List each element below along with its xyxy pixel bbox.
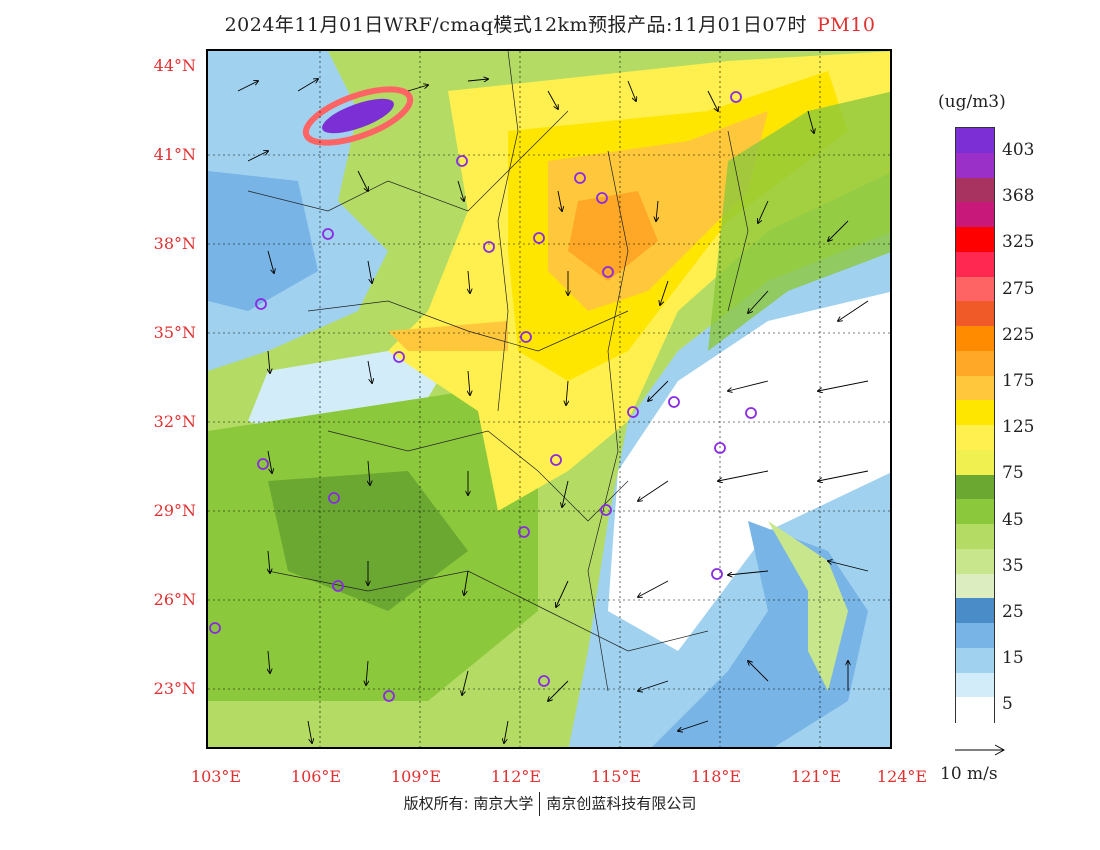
lon-label-124: 124°E	[876, 767, 928, 786]
color-bar-segment	[956, 301, 994, 327]
lon-label-103: 103°E	[190, 767, 242, 786]
wind-scale-arrow-icon	[955, 744, 1006, 756]
color-bar-label: 175	[1002, 371, 1035, 391]
color-bar-segment	[956, 276, 994, 302]
copyright-left: 版权所有: 南京大学	[403, 794, 534, 813]
color-bar	[955, 127, 995, 723]
lat-label-35: 35°N	[153, 323, 196, 342]
lon-label-121: 121°E	[790, 767, 842, 786]
northeast-green-strip	[708, 91, 890, 351]
copyright-right: 南京创蓝科技有限公司	[546, 794, 697, 813]
color-bar-segment	[956, 177, 994, 203]
legend-unit: (ug/m3)	[938, 92, 1006, 112]
lon-label-118: 118°E	[690, 767, 742, 786]
color-bar-segment	[956, 573, 994, 599]
color-bar-label: 45	[1002, 509, 1024, 530]
color-bar-segment	[956, 524, 994, 550]
east-white-region	[608, 291, 890, 651]
lon-label-112: 112°E	[490, 767, 542, 786]
color-bar-label: 125	[1002, 417, 1035, 438]
color-bar-segment	[956, 449, 994, 475]
color-bar-segment	[956, 375, 994, 401]
color-bar-segment	[956, 326, 994, 352]
wind-scale-label: 10 m/s	[940, 764, 998, 784]
chart-title: 2024年11月01日WRF/cmaq模式12km预报产品:11月01日07时 P…	[0, 10, 1100, 37]
color-bar-segment	[956, 697, 994, 723]
guanzhong-orange-band	[388, 321, 508, 351]
color-bar-segment	[956, 202, 994, 228]
lat-label-32: 32°N	[153, 412, 196, 431]
color-bar-label: 75	[1002, 463, 1024, 484]
color-bar-segment	[956, 548, 994, 574]
graticule	[208, 51, 890, 747]
red-hotspot-ring	[302, 86, 414, 146]
lat-label-38: 38°N	[153, 234, 196, 253]
color-bar-label: 35	[1002, 555, 1024, 576]
lon-label-106: 106°E	[290, 767, 342, 786]
color-bar-label: 275	[1002, 278, 1035, 299]
color-bar-label: 325	[1002, 232, 1035, 253]
color-bar-segment	[956, 400, 994, 426]
map-panel[interactable]	[206, 49, 892, 749]
north-orange-core	[568, 191, 658, 281]
color-bar-segment	[956, 598, 994, 624]
color-bar-label: 225	[1002, 324, 1035, 345]
wind-vectors	[237, 79, 869, 743]
color-bar-label: 368	[1002, 186, 1035, 207]
color-bar-segment	[956, 251, 994, 277]
province-boundaries	[247, 51, 749, 692]
color-bar-label: 5	[1002, 694, 1013, 715]
lat-label-44: 44°N	[153, 56, 196, 75]
lat-label-29: 29°N	[153, 501, 196, 520]
copyright-footer: 版权所有: 南京大学 南京创蓝科技有限公司	[0, 792, 1100, 816]
copyright-separator	[539, 792, 541, 816]
color-bar-segment	[956, 499, 994, 525]
color-bar-segment	[956, 152, 994, 178]
lat-label-23: 23°N	[153, 679, 196, 698]
color-bar-segment	[956, 623, 994, 649]
color-bar-segment	[956, 672, 994, 698]
west-mid-region	[208, 171, 318, 311]
color-bar-label: 403	[1002, 140, 1035, 160]
lon-label-115: 115°E	[590, 767, 642, 786]
color-bar-segment	[956, 425, 994, 451]
purple-hotspot	[322, 98, 394, 134]
color-bar-segment	[956, 128, 994, 154]
lon-label-109: 109°E	[390, 767, 442, 786]
dark-green-region	[268, 471, 468, 611]
color-bar-label: 25	[1002, 602, 1024, 622]
product-label: PM10	[817, 14, 876, 36]
color-bar-label: 15	[1002, 648, 1024, 669]
pm10-concentration-map	[208, 51, 890, 747]
lat-label-41: 41°N	[153, 145, 196, 164]
title-text: 2024年11月01日WRF/cmaq模式12km预报产品:11月01日07时	[224, 14, 807, 36]
color-bar-segment	[956, 474, 994, 500]
color-bar-segment	[956, 350, 994, 376]
color-bar-segment	[956, 227, 994, 253]
color-bar-segment	[956, 647, 994, 673]
city-markers	[209, 91, 757, 702]
lat-label-26: 26°N	[153, 590, 196, 609]
